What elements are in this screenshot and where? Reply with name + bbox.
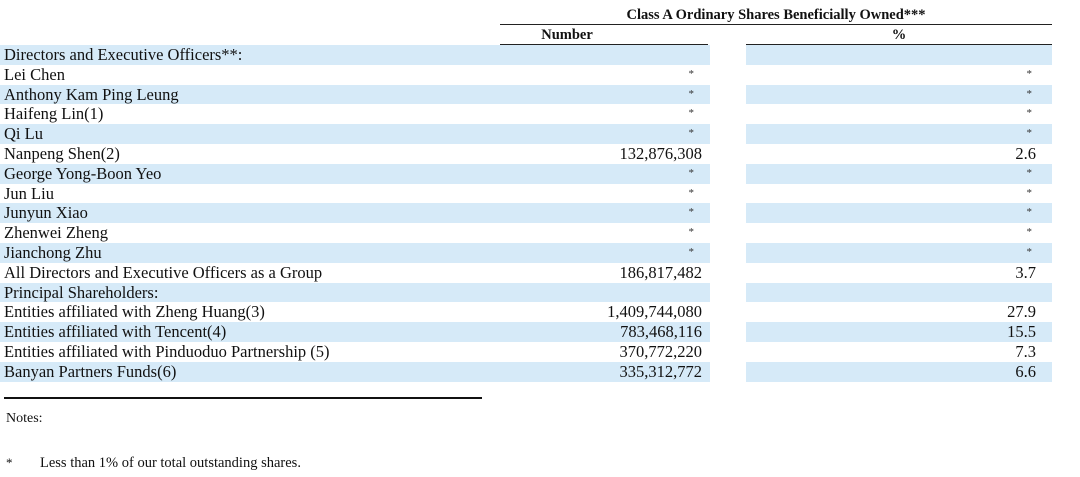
table-row: All Directors and Executive Officers as …	[0, 263, 1052, 283]
table-row: Nanpeng Shen(2) 132,876,308 2.6	[0, 144, 1052, 164]
shares-percent: *	[1026, 87, 1033, 100]
holder-name: Anthony Kam Ping Leung	[4, 84, 179, 104]
shares-number: 186,817,482	[619, 262, 703, 282]
shares-percent: *	[1026, 245, 1033, 258]
holder-name: Zhenwei Zheng	[4, 223, 109, 243]
shares-number: 132,876,308	[619, 143, 703, 163]
table-row: Zhenwei Zheng * *	[0, 223, 1052, 243]
footnote-mark: *	[6, 455, 13, 470]
holder-name: Banyan Partners Funds(6)	[4, 361, 177, 381]
shares-percent: *	[1026, 127, 1033, 140]
table-row: Lei Chen * *	[0, 65, 1052, 85]
shares-number: *	[688, 245, 695, 258]
shares-percent: 2.6	[1015, 143, 1036, 163]
shares-percent: 3.7	[1015, 262, 1036, 282]
table-row: Jianchong Zhu * *	[0, 242, 1052, 263]
holder-name: Directors and Executive Officers**:	[4, 45, 243, 64]
table-row: George Yong-Boon Yeo * *	[0, 163, 1052, 184]
table-row: Jun Liu * *	[0, 184, 1052, 204]
holder-name: Qi Lu	[4, 124, 43, 144]
shares-number: *	[688, 226, 695, 239]
notes-title: Notes:	[6, 411, 43, 426]
shares-number: 335,312,772	[619, 361, 703, 381]
column-gap	[710, 45, 746, 65]
table-row: Entities affiliated with Pinduoduo Partn…	[0, 342, 1052, 362]
column-gap	[710, 282, 746, 303]
table-row: Junyun Xiao * *	[0, 203, 1052, 224]
holder-name: Lei Chen	[4, 64, 65, 84]
shares-percent: *	[1026, 107, 1033, 120]
shares-percent: *	[1026, 186, 1033, 199]
shares-percent: 27.9	[1007, 302, 1036, 322]
shares-number: *	[688, 186, 695, 199]
holder-name: Entities affiliated with Tencent(4)	[4, 322, 227, 342]
shares-percent: 6.6	[1015, 361, 1036, 381]
holder-name: Jun Liu	[4, 183, 54, 203]
table-group-header: Class A Ordinary Shares Beneficially Own…	[500, 6, 1052, 25]
table-row: Haifeng Lin(1) * *	[0, 104, 1052, 124]
holder-name: Entities affiliated with Pinduoduo Partn…	[4, 341, 330, 361]
footnote-text: Less than 1% of our total outstanding sh…	[40, 455, 301, 471]
holder-name: All Directors and Executive Officers as …	[4, 262, 323, 282]
notes-divider	[4, 397, 482, 399]
holder-name: Jianchong Zhu	[4, 242, 102, 262]
column-gap	[710, 84, 746, 105]
column-gap	[710, 322, 746, 342]
shares-number: *	[688, 67, 695, 80]
column-gap	[710, 203, 746, 224]
holder-name: Nanpeng Shen(2)	[4, 143, 120, 163]
shares-percent: 15.5	[1007, 322, 1036, 342]
shares-number: *	[688, 206, 695, 219]
holder-name: Principal Shareholders:	[4, 282, 159, 302]
holder-name: George Yong-Boon Yeo	[4, 163, 162, 183]
holder-name: Haifeng Lin(1)	[4, 104, 104, 124]
holder-name: Entities affiliated with Zheng Huang(3)	[4, 302, 265, 322]
table-row: Qi Lu * *	[0, 124, 1052, 144]
column-header-percent: %	[746, 26, 1052, 45]
holder-name: Junyun Xiao	[4, 203, 88, 223]
shares-number: *	[688, 107, 695, 120]
ownership-table: Directors and Executive Officers**: Lei C…	[0, 45, 1052, 382]
column-gap	[710, 361, 746, 382]
table-row: Entities affiliated with Zheng Huang(3) 1…	[0, 302, 1052, 322]
shares-number: *	[688, 87, 695, 100]
shares-number: 370,772,220	[619, 341, 703, 361]
shares-percent: 7.3	[1015, 341, 1036, 361]
table-row: Entities affiliated with Tencent(4) 783,4…	[0, 322, 1052, 342]
table-row: Banyan Partners Funds(6) 335,312,772 6.6	[0, 361, 1052, 382]
column-gap	[710, 124, 746, 144]
table-row: Principal Shareholders:	[0, 282, 1052, 303]
shares-number: *	[688, 127, 695, 140]
column-gap	[710, 163, 746, 184]
column-header-number: Number	[500, 26, 708, 45]
shares-percent: *	[1026, 166, 1033, 179]
shares-number: 1,409,744,080	[607, 302, 702, 322]
shares-percent: *	[1026, 226, 1033, 239]
shares-percent: *	[1026, 206, 1033, 219]
shares-number: 783,468,116	[620, 322, 702, 342]
shares-number: *	[688, 166, 695, 179]
table-row: Anthony Kam Ping Leung * *	[0, 84, 1052, 105]
shares-percent: *	[1026, 67, 1033, 80]
table-row: Directors and Executive Officers**:	[0, 45, 1052, 65]
column-gap	[710, 242, 746, 263]
